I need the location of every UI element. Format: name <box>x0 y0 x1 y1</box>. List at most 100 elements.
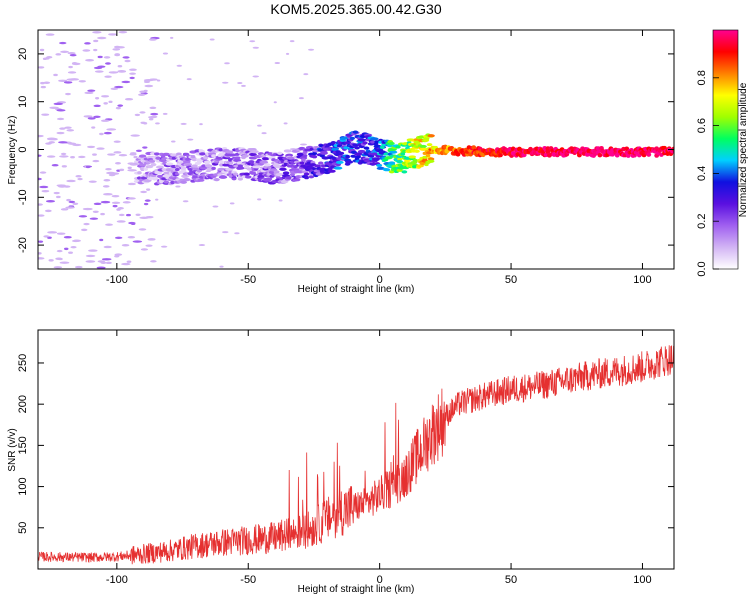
spectrogram-cell <box>130 152 137 155</box>
spectrogram-cell <box>100 261 107 264</box>
spectrogram-cell <box>257 198 262 201</box>
colorbar-tick-label: 0.6 <box>696 118 708 133</box>
spectrogram-cell <box>145 244 153 247</box>
spectrogram-cell <box>47 231 58 234</box>
spectrogram-cell <box>40 81 45 85</box>
spectrogram-cell <box>301 158 306 162</box>
spectrogram-cell <box>163 180 169 184</box>
spectrogram-cell <box>333 166 343 170</box>
spectrogram-cell <box>224 62 230 65</box>
spectrogram-cell <box>200 166 208 170</box>
spectrogram-cell <box>53 73 58 77</box>
spectrogram-cell <box>303 172 310 176</box>
spectrogram-cell <box>308 175 315 179</box>
spectrogram-cell <box>78 80 86 83</box>
spectrogram-cell <box>231 177 237 181</box>
spectrogram-cell <box>70 245 77 249</box>
spectrogram-cell <box>41 113 50 116</box>
spectrogram-cell <box>176 64 183 67</box>
spectrogram-cell <box>72 239 81 242</box>
spectrogram-cell <box>127 169 137 172</box>
spectrogram-cell <box>64 126 72 129</box>
spectrogram-cell <box>43 235 50 238</box>
spectrogram-y-ticks: -20 -10 0 10 20 <box>17 48 674 253</box>
spectrogram-cell <box>38 257 45 260</box>
spectrogram-cell <box>97 55 103 59</box>
spectrogram-cell <box>177 289 181 291</box>
spectrogram-cell <box>145 215 154 219</box>
spectrogram-cell <box>422 155 428 159</box>
spectrogram-cell <box>383 168 391 172</box>
spectrogram-cell <box>318 161 324 165</box>
spectrogram-cell <box>127 182 136 186</box>
spectrogram-cell <box>289 40 295 43</box>
spectrogram-cell <box>229 202 235 205</box>
spectrogram-cell <box>99 238 104 242</box>
spectrogram-cell <box>99 132 104 136</box>
spectrogram-cell <box>118 213 125 217</box>
spectrogram-cell <box>155 165 164 169</box>
spectrogram-cell <box>150 163 157 167</box>
spectrogram-cell <box>138 228 147 231</box>
spectrogram-cell <box>162 112 168 115</box>
spectrogram-cell <box>113 140 121 143</box>
spectrogram-cell <box>404 159 411 163</box>
spectrogram-cell <box>68 200 76 204</box>
spectrogram-cell <box>93 115 101 119</box>
x-tick-label: 0 <box>377 574 383 586</box>
spectrogram-cell <box>43 81 51 84</box>
spectrogram-cell <box>289 172 295 177</box>
spectrogram-cell <box>213 178 220 182</box>
spectrogram-cell <box>67 71 77 74</box>
spectrogram-cell <box>96 266 106 269</box>
spectrogram-cell <box>379 145 385 149</box>
spectrogram-cell <box>285 52 290 55</box>
spectrogram-cell <box>330 141 337 145</box>
spectrogram-cell <box>88 249 98 252</box>
spectrogram-cell <box>209 38 215 41</box>
colorbar: 0.0 0.2 0.4 0.6 0.8 Normalized spectral ampl… <box>696 29 749 277</box>
spectrogram-cell <box>205 164 213 168</box>
colorbar-tick-label: 0.0 <box>696 261 708 276</box>
spectrogram-cell <box>354 146 360 150</box>
spectrogram-cell <box>115 162 121 165</box>
spectrogram-cell <box>228 153 237 157</box>
spectrogram-cell <box>219 160 224 164</box>
spectrogram-cell <box>306 270 309 272</box>
spectrogram-cell <box>126 213 131 217</box>
spectrogram-cell <box>241 84 246 87</box>
spectrogram-cell <box>388 141 395 146</box>
spectrogram-cell <box>38 177 42 181</box>
spectrogram-cell <box>152 177 159 181</box>
spectrogram-cell <box>112 48 121 51</box>
spectrogram-cell <box>117 70 127 73</box>
spectrogram-cell <box>127 236 136 239</box>
spectrogram-cell <box>85 165 91 169</box>
spectrogram-cell <box>103 131 112 135</box>
spectrogram-cell <box>130 134 140 137</box>
spectrogram-cell <box>83 115 93 118</box>
spectrogram-cell <box>211 154 216 158</box>
spectrogram-cell <box>127 197 136 200</box>
spectrogram-cell <box>150 115 158 118</box>
spectrogram-cell <box>87 145 96 149</box>
spectrogram-cell <box>170 36 174 39</box>
spectrogram-cell <box>150 112 159 116</box>
spectrogram-y-axis-label: Frequency (Hz) <box>7 116 18 185</box>
spectrogram-cell <box>343 146 349 150</box>
spectrogram-cell <box>81 228 88 232</box>
spectrogram-cell <box>314 164 322 168</box>
spectrogram-cell <box>155 122 160 125</box>
spectrogram-cell <box>261 132 267 135</box>
y-tick-label: 250 <box>17 354 29 372</box>
spectrogram-cell <box>127 166 132 170</box>
x-tick-label: 100 <box>633 274 651 286</box>
spectrogram-cell <box>302 154 308 158</box>
spectrogram-cell <box>279 167 287 171</box>
spectrogram-cell <box>376 166 385 170</box>
spectrogram-cell <box>199 123 203 126</box>
spectrogram-cell <box>113 151 122 154</box>
spectrogram-cell <box>89 217 99 220</box>
spectrogram-cell <box>303 73 309 76</box>
